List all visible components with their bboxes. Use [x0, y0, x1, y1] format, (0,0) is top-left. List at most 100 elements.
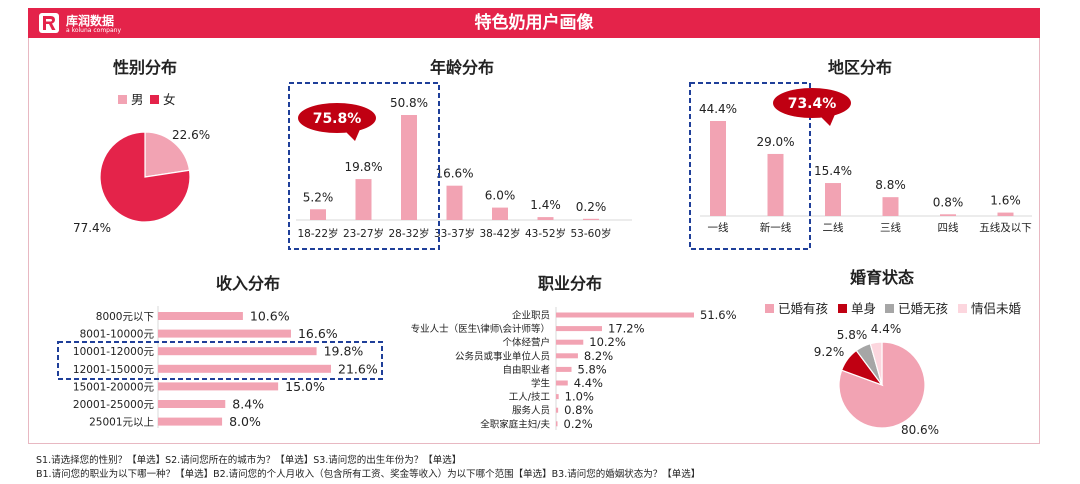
- income-bar-4: [158, 382, 279, 391]
- region-bar-label-4: 0.8%: [933, 195, 964, 209]
- age-bar-label-4: 6.0%: [485, 189, 516, 203]
- occupation-bar-label-6: 1.0%: [565, 390, 594, 404]
- region-tick-3: 三线: [880, 221, 901, 234]
- logo-subtitle: a koluna company: [66, 27, 122, 34]
- occupation-bar-1: [556, 326, 602, 332]
- region-tick-4: 四线: [938, 221, 959, 234]
- marital-legend-swatch-2: [885, 304, 894, 313]
- income-bar-label-0: 10.6%: [250, 309, 290, 324]
- occupation-bar-7: [556, 407, 559, 413]
- age-bar-label-0: 5.2%: [303, 190, 334, 204]
- income-bar-5: [158, 400, 226, 408]
- header-bar: 特色奶用户画像: [28, 8, 1040, 38]
- income-bar-label-5: 8.4%: [232, 397, 264, 412]
- gender-slice-label-0: 22.6%: [172, 128, 210, 142]
- koluna-logo-icon: [39, 13, 59, 33]
- income-bar-label-3: 21.6%: [338, 361, 378, 376]
- region-tick-1: 新一线: [760, 221, 792, 234]
- income-bar-1: [158, 329, 291, 338]
- age-tick-4: 38-42岁: [479, 227, 520, 240]
- marital-legend-swatch-3: [958, 304, 967, 313]
- occupation-tick-0: 企业职员: [512, 310, 550, 322]
- income-bar-0: [158, 312, 243, 320]
- age-tick-0: 18-22岁: [297, 227, 338, 240]
- occupation-chart-title: 职业分布: [538, 274, 602, 293]
- occupation-bar-6: [556, 394, 559, 400]
- region-bar-label-1: 29.0%: [756, 135, 794, 149]
- occupation-tick-5: 学生: [531, 378, 551, 390]
- marital-legend-label-3: 情侣未婚: [971, 301, 1022, 316]
- marital-legend-label-2: 已婚无孩: [898, 301, 948, 316]
- income-chart-title: 收入分布: [216, 274, 280, 293]
- region-bar-2: [825, 183, 841, 216]
- region-tick-5: 五线及以下: [979, 221, 1032, 234]
- occupation-tick-1: 专业人士（医生\律师\会计师等）: [411, 323, 550, 335]
- occupation-bar-8: [556, 421, 558, 427]
- marital-legend-swatch-0: [765, 304, 774, 313]
- region-bar-0: [710, 121, 726, 216]
- income-tick-3: 12001-15000元: [73, 364, 155, 376]
- income-bar-3: [158, 364, 331, 373]
- occupation-bar-label-4: 5.8%: [578, 362, 607, 376]
- income-bar-label-1: 16.6%: [298, 326, 338, 341]
- age-bar-2: [401, 115, 417, 220]
- occupation-tick-6: 工人/技工: [509, 391, 551, 403]
- age-tick-2: 28-32岁: [388, 227, 429, 240]
- age-bar-label-1: 19.8%: [344, 160, 382, 174]
- gender-legend-swatch-1: [150, 95, 159, 104]
- region-chart-title: 地区分布: [828, 58, 892, 77]
- gender-slice-0: [144, 131, 191, 178]
- occupation-tick-4: 自由职业者: [502, 364, 550, 376]
- age-bar-5: [537, 217, 554, 220]
- region-tick-2: 二线: [823, 221, 844, 234]
- page-title: 特色奶用户画像: [474, 13, 594, 33]
- region-bar-label-3: 8.8%: [875, 178, 906, 192]
- age-tick-5: 43-52岁: [525, 227, 566, 240]
- age-bar-3: [446, 185, 463, 220]
- region-bar-label-2: 15.4%: [814, 164, 852, 178]
- gender-legend-label-1: 女: [163, 92, 176, 107]
- income-bar-label-2: 19.8%: [324, 344, 364, 359]
- gender-slice-1: [99, 131, 191, 223]
- region-bar-3: [882, 197, 899, 216]
- age-bar-label-6: 0.2%: [576, 200, 607, 214]
- marital-slice-label-0: 80.6%: [901, 423, 939, 437]
- income-tick-0: 8000元以下: [96, 311, 154, 323]
- age-bar-label-5: 1.4%: [530, 198, 561, 212]
- gender-legend-swatch-0: [118, 95, 127, 104]
- income-highlight-box: [57, 341, 383, 380]
- age-tick-6: 53-60岁: [570, 227, 611, 240]
- income-tick-5: 20001-25000元: [73, 399, 155, 411]
- occupation-bar-label-1: 17.2%: [608, 322, 645, 336]
- age-bar-6: [583, 218, 599, 220]
- region-callout-bubble: [773, 88, 851, 118]
- age-bar-1: [355, 179, 372, 220]
- occupation-tick-2: 个体经营户: [502, 337, 550, 349]
- occupation-bar-label-5: 4.4%: [574, 376, 603, 390]
- occupation-bar-5: [556, 380, 568, 386]
- age-bar-label-3: 16.6%: [435, 167, 473, 181]
- occupation-bar-label-3: 8.2%: [584, 349, 613, 363]
- occupation-bar-2: [556, 339, 584, 345]
- age-tick-3: 33-37岁: [434, 227, 475, 240]
- region-bar-label-5: 1.6%: [990, 194, 1021, 208]
- occupation-bar-label-7: 0.8%: [564, 403, 593, 417]
- occupation-tick-8: 全职家庭主妇/夫: [480, 418, 550, 430]
- age-highlight-box: [288, 82, 440, 250]
- age-chart-title: 年龄分布: [430, 58, 494, 77]
- age-tick-1: 23-27岁: [343, 227, 384, 240]
- region-tick-0: 一线: [708, 221, 729, 234]
- region-bar-4: [940, 214, 956, 216]
- marital-legend-swatch-1: [838, 304, 847, 313]
- gender-slice-label-1: 77.4%: [73, 221, 111, 235]
- logo-name: 库润数据: [66, 14, 115, 28]
- age-bar-4: [492, 207, 508, 220]
- region-bar-1: [767, 153, 784, 216]
- income-bar-2: [158, 347, 317, 356]
- marital-slice-label-3: 4.4%: [871, 322, 902, 336]
- marital-legend-label-0: 已婚有孩: [778, 301, 828, 316]
- age-bar-0: [310, 209, 326, 220]
- occupation-bar-label-0: 51.6%: [700, 308, 737, 322]
- footnote-2: B1.请问您的职业为以下哪一种？【单选】B2.请问您的个人月收入（包含所有工资、…: [36, 469, 701, 480]
- region-highlight-box: [689, 82, 811, 250]
